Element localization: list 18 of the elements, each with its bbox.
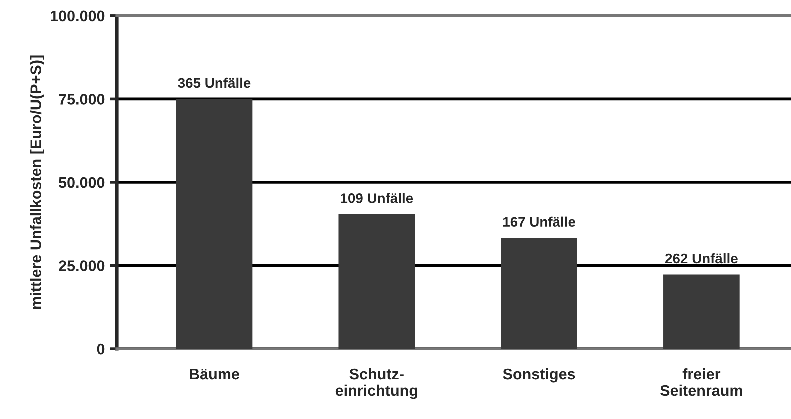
y-tick-label: 0 <box>97 344 105 355</box>
bar <box>338 214 416 350</box>
annotation: 167 Unfälle <box>504 216 576 228</box>
x-tick-label: Schutz- einrichtung <box>336 368 418 400</box>
bar <box>664 274 740 350</box>
annotation: 365 Unfälle <box>178 78 251 88</box>
y-tick-label: 75.000 <box>59 94 105 105</box>
y-tick-label: 50.000 <box>59 177 105 188</box>
y-axis-title: mittlere Unfallkosten [Euro/U(P+S)] <box>30 56 44 310</box>
y-tick-label: 100.000 <box>51 10 105 22</box>
annotation: 262 Unfälle <box>666 253 738 264</box>
x-tick-label: Sonstiges <box>503 368 576 383</box>
y-tick-label: 25.000 <box>59 260 105 272</box>
annotation: 109 Unfälle <box>341 193 414 204</box>
bar <box>176 99 253 350</box>
x-tick-label: Bäume <box>190 368 240 380</box>
x-tick-label: freier Seitenraum <box>660 368 742 396</box>
bar <box>501 238 578 350</box>
